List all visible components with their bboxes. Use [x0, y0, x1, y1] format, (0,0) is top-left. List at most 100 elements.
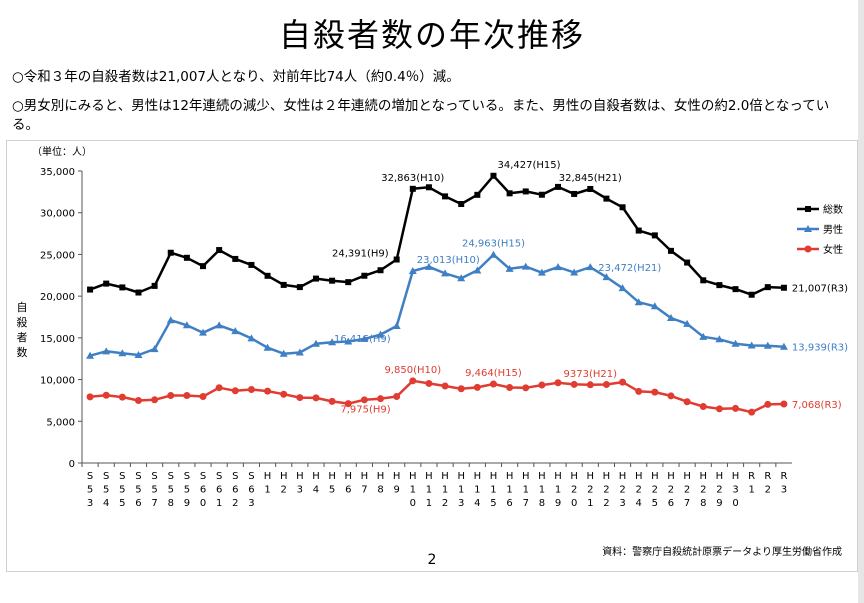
data-point-female	[586, 381, 594, 389]
data-point-female	[312, 394, 320, 402]
data-point-total	[490, 172, 497, 179]
data-point-total	[474, 191, 481, 198]
data-point-female	[134, 396, 142, 404]
series-line-total	[89, 174, 784, 296]
data-label-female: 9,850(H10)	[384, 365, 441, 376]
data-point-female	[457, 385, 465, 393]
data-point-female	[489, 380, 497, 388]
data-point-total	[619, 204, 626, 211]
data-point-female	[215, 384, 223, 392]
data-point-total	[361, 272, 368, 279]
data-label-total: 32,845(H21)	[559, 173, 622, 184]
data-label-total: 34,427(H15)	[497, 160, 560, 171]
data-point-total	[442, 193, 449, 200]
data-point-male	[215, 321, 224, 329]
data-label-female: 9,464(H15)	[465, 368, 522, 379]
data-point-male	[279, 349, 288, 357]
data-point-female	[118, 393, 126, 401]
data-point-total	[684, 259, 691, 266]
data-point-female	[506, 383, 514, 391]
data-point-male	[376, 330, 385, 338]
data-label-male: 23,013(H10)	[417, 255, 480, 266]
data-point-male	[199, 328, 208, 336]
data-point-total	[87, 286, 94, 293]
series-line-male	[89, 253, 784, 357]
legend-label-male: 男性	[823, 223, 843, 236]
data-point-female	[409, 377, 417, 385]
y-tick-label: 25,000	[40, 250, 75, 261]
data-point-male	[344, 337, 353, 345]
data-label-total: 24,391(H9)	[332, 249, 389, 260]
data-point-male	[554, 263, 563, 271]
data-point-male	[118, 349, 127, 357]
data-label-female: 7,068(R3)	[792, 400, 842, 411]
data-point-male	[457, 274, 466, 282]
data-point-total	[780, 284, 787, 291]
data-point-female	[231, 387, 239, 395]
data-point-total	[377, 267, 384, 274]
legend-label-female: 女性	[823, 243, 843, 256]
data-point-male	[715, 335, 724, 343]
data-point-total	[716, 282, 723, 289]
data-point-male	[666, 313, 675, 321]
y-axis-label-char: 自	[17, 301, 28, 314]
data-point-total	[635, 227, 642, 234]
data-point-female	[473, 383, 481, 391]
data-point-total	[296, 284, 303, 291]
data-point-female	[151, 396, 159, 404]
data-point-male	[473, 266, 482, 274]
data-point-male	[134, 351, 143, 359]
y-tick-label: 5,000	[46, 417, 75, 428]
data-point-male	[537, 268, 546, 276]
data-point-male	[699, 332, 708, 340]
data-point-male	[424, 262, 433, 270]
data-point-total	[748, 291, 755, 298]
data-point-total	[248, 261, 255, 268]
data-point-male	[150, 345, 159, 353]
data-point-total	[571, 190, 578, 197]
page-number: 2	[427, 552, 437, 568]
data-point-total	[264, 272, 271, 279]
data-point-total	[538, 191, 545, 198]
data-point-male	[586, 263, 595, 271]
data-point-total	[555, 183, 562, 190]
data-point-male	[408, 267, 417, 275]
data-point-male	[779, 342, 788, 350]
data-point-male	[328, 338, 337, 346]
data-point-female	[377, 395, 385, 403]
data-point-total	[329, 277, 336, 284]
data-point-female	[167, 392, 175, 400]
data-point-female	[538, 381, 546, 389]
data-point-female	[764, 400, 772, 408]
y-tick-label: 35,000	[40, 167, 75, 178]
data-point-female	[522, 384, 530, 392]
data-label-male: 16,416(H9)	[334, 334, 391, 345]
data-point-female	[102, 391, 110, 399]
data-point-female	[570, 380, 578, 388]
data-point-male	[634, 298, 643, 306]
summary-bullet-2: ○男女別にみると、男性は12年連続の減少、女性は２年連続の増加となっている。また…	[12, 98, 830, 133]
summary-bullet-1: ○令和３年の自殺者数は21,007人となり、対前年比74人（約0.4％）減。	[12, 69, 460, 85]
y-tick-label: 20,000	[40, 292, 75, 303]
data-point-total	[200, 263, 207, 270]
data-point-male	[102, 347, 111, 355]
